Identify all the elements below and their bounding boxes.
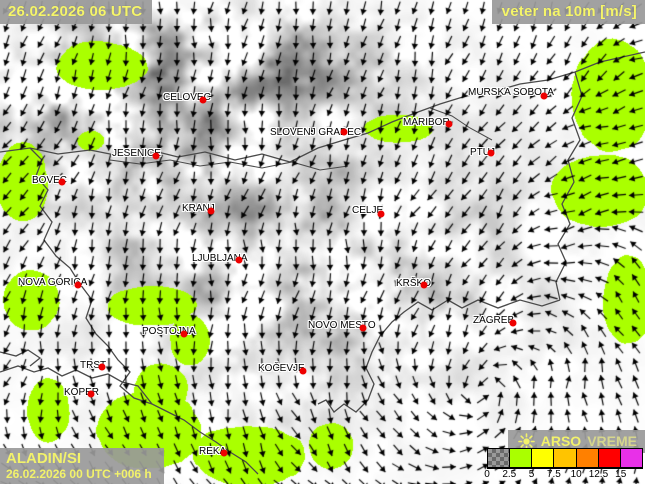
legend-colorbar[interactable]: 0 2.5 5 7.5 10 12.5 15 (484, 448, 643, 482)
city-marker-dot[interactable] (377, 210, 385, 218)
model-name: ALADIN/SI (6, 450, 81, 467)
colorbar-cell (598, 449, 621, 467)
colorbar-cell (576, 449, 599, 467)
city-marker-dot[interactable] (235, 256, 243, 264)
city-label: CELOVEC (163, 92, 211, 103)
model-run-time: 26.02.2026 00 UTC +006 h (6, 467, 152, 481)
colorbar-axis: 0 2.5 5 7.5 10 12.5 15 (484, 468, 643, 482)
logo-arso-text: ARSO (540, 433, 582, 449)
city-label: MARIBOR (403, 117, 450, 128)
city-label: CELJE (352, 205, 384, 216)
colorbar-cell (532, 449, 555, 467)
model-banner: ALADIN/SI 26.02.2026 00 UTC +006 h (0, 448, 164, 484)
city-label: BOVEC (32, 175, 68, 186)
city-label: POSTOJNA (142, 326, 196, 337)
city-marker-dot[interactable] (58, 178, 66, 186)
city-label: KOČEVJE (258, 363, 305, 374)
city-label: NOVA GORICA (18, 277, 88, 288)
city-marker-dot[interactable] (540, 92, 548, 100)
colorbar-cell (554, 449, 577, 467)
city-label: ZAGREB (473, 315, 515, 326)
city-label: LJUBLJANA (192, 253, 248, 264)
colorbar-axis-line (487, 468, 643, 469)
colorbar-cells (487, 448, 643, 468)
city-marker-dot[interactable] (87, 390, 95, 398)
city-label: TRST (80, 360, 107, 371)
colorbar-cell (510, 449, 533, 467)
arso-vreme-logo[interactable]: ARSO VREME (507, 430, 645, 453)
colorbar-cell (488, 449, 511, 467)
sun-icon (517, 433, 535, 450)
city-marker-dot[interactable] (207, 207, 215, 215)
city-label: MURSKA SOBOTA (468, 87, 554, 98)
city-label: REKA (199, 446, 227, 457)
city-marker-dot[interactable] (509, 319, 517, 327)
colorbar-tick-label: 12.5 (588, 469, 609, 480)
city-label: JESENICE (112, 148, 161, 159)
city-marker-dot[interactable] (152, 152, 160, 160)
city-label: NOVO MESTO (308, 320, 376, 331)
city-marker-dot[interactable] (74, 281, 82, 289)
city-label: KRANJ (182, 203, 215, 214)
city-marker-dot[interactable] (299, 367, 307, 375)
colorbar-tick-label: 7.5 (546, 469, 561, 480)
city-marker-dot[interactable] (98, 363, 106, 371)
colorbar-tick-label: 15 (615, 469, 627, 480)
datetime-banner: 26.02.2026 06 UTC (0, 0, 153, 24)
city-marker-dot[interactable] (220, 449, 228, 457)
colorbar-tick-label: 10 (570, 469, 582, 480)
colorbar-tick-label: 0 (484, 469, 490, 480)
colorbar-tick-label: 2.5 (502, 469, 517, 480)
city-marker-dot[interactable] (359, 324, 367, 332)
logo-vreme-text: VREME (587, 433, 637, 449)
city-marker-dot[interactable] (487, 149, 495, 157)
city-label: KOPER (64, 387, 100, 398)
map-title-banner: veter na 10m [m/s] (491, 0, 645, 24)
city-label: SLOVENJ GRADEC (270, 127, 362, 138)
colorbar-cell (620, 449, 642, 467)
colorbar-tick-label: 5 (528, 469, 535, 480)
city-label: PTUJ (470, 147, 495, 158)
city-marker-dot[interactable] (340, 128, 348, 136)
city-marker-dot[interactable] (445, 120, 453, 128)
city-marker-dot[interactable] (199, 96, 207, 104)
city-marker-dot[interactable] (420, 281, 428, 289)
city-marker-dot[interactable] (180, 330, 188, 338)
city-label: KRŠKO (396, 278, 432, 289)
